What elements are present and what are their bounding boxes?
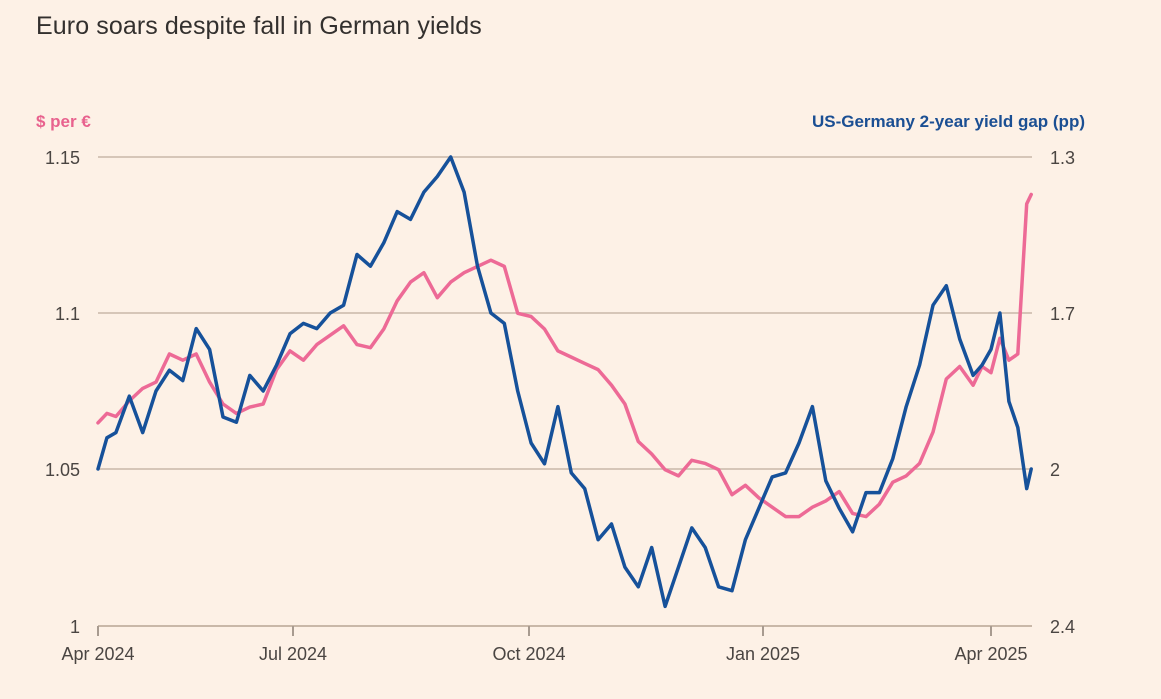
right-axis-label: US-Germany 2-year yield gap (pp)	[811, 112, 1085, 131]
left-y-axis: 1.15 1.1 1.05 1	[45, 148, 80, 637]
x-axis: Apr 2024 Jul 2024 Oct 2024 Jan 2025 Apr 2025	[61, 626, 1028, 664]
chart-title: Euro soars despite fall in German yields	[36, 12, 482, 40]
right-y-tick-label: 2	[1050, 460, 1060, 480]
x-tick-label: Jul 2024	[259, 644, 327, 664]
right-y-tick-label: 1.7	[1050, 304, 1075, 324]
left-y-tick-label: 1.1	[55, 304, 80, 324]
right-y-tick-label: 2.4	[1050, 617, 1075, 637]
series-line-yield-gap	[96, 155, 1033, 609]
x-tick-label: Apr 2025	[954, 644, 1027, 664]
left-y-tick-label: 1.15	[45, 148, 80, 168]
right-y-axis: 1.3 1.7 2 2.4	[1050, 148, 1075, 637]
right-y-tick-label: 1.3	[1050, 148, 1075, 168]
left-axis-label: $ per €	[36, 112, 91, 131]
x-tick-label: Jan 2025	[726, 644, 800, 664]
series-line-eurusd	[96, 192, 1033, 519]
left-y-tick-label: 1.05	[45, 460, 80, 480]
left-y-tick-label: 1	[70, 617, 80, 637]
x-tick-label: Oct 2024	[492, 644, 565, 664]
gridlines	[98, 156, 1032, 627]
x-tick-label: Apr 2024	[61, 644, 134, 664]
series-lines	[96, 155, 1033, 609]
